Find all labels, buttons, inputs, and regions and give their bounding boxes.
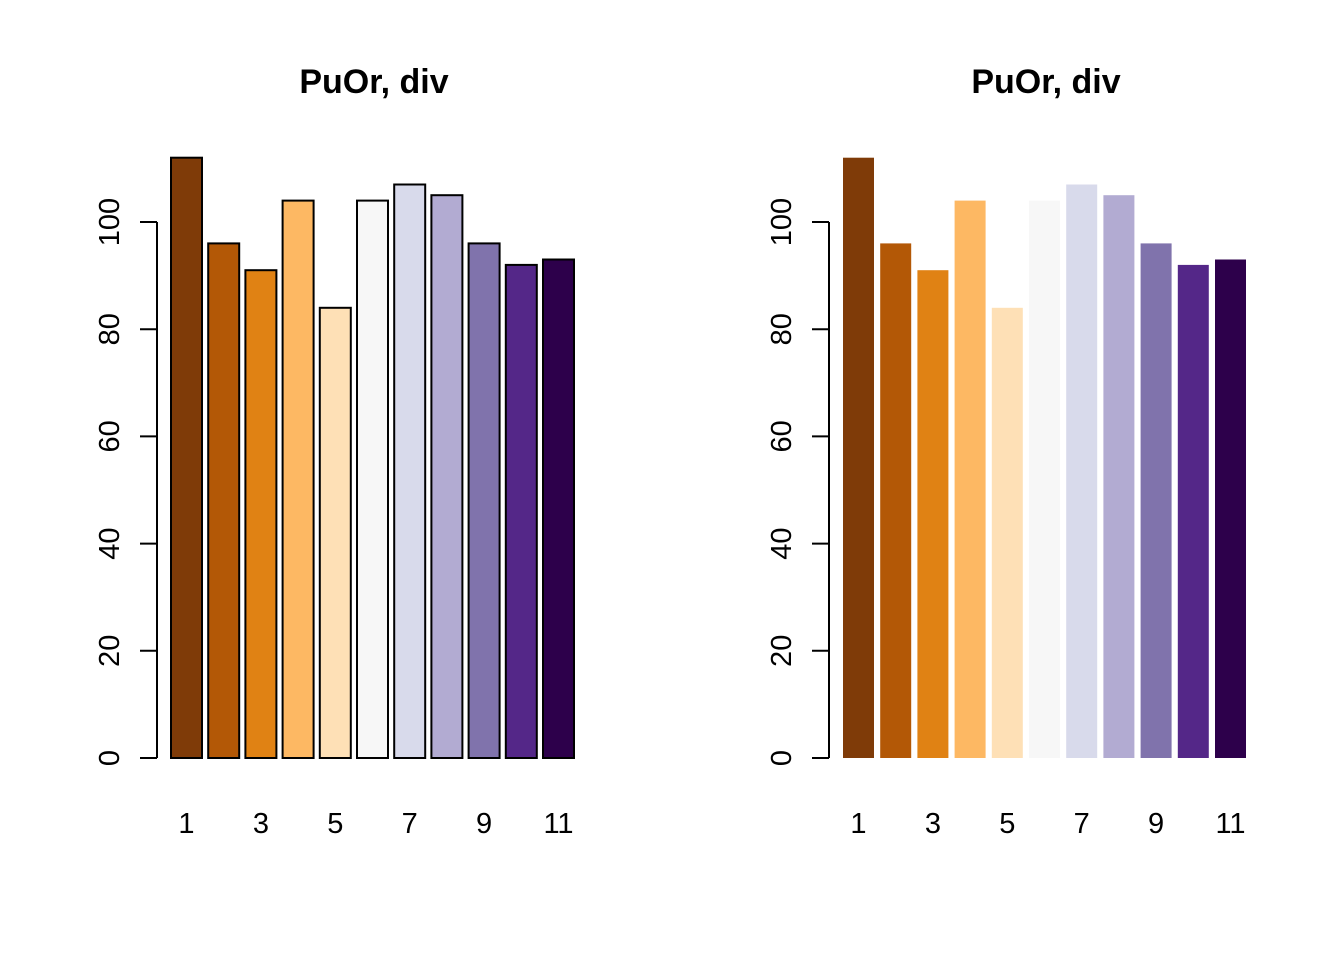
y-axis-right: 0 20 40 60 80 100 bbox=[766, 198, 830, 766]
y-tick-label-right-80: 80 bbox=[766, 313, 798, 345]
bar-left-4 bbox=[281, 199, 315, 760]
x-tick-label-right-9: 9 bbox=[1148, 808, 1164, 840]
chart-title-right: PuOr, div bbox=[971, 63, 1120, 101]
bar-left-5 bbox=[318, 306, 352, 759]
x-tick-labels-left: 1 3 5 7 9 11 bbox=[178, 808, 573, 840]
bar-right-8 bbox=[1103, 195, 1135, 758]
bar-left-11 bbox=[542, 258, 575, 759]
x-tick-label-right-3: 3 bbox=[925, 808, 941, 840]
x-tick-label-left-5: 5 bbox=[327, 808, 343, 840]
bar-left-9 bbox=[467, 242, 501, 759]
bar-left-3 bbox=[244, 269, 278, 759]
bar-right-4 bbox=[954, 200, 986, 759]
x-tick-label-left-3: 3 bbox=[253, 808, 269, 840]
y-tick-label-right-100: 100 bbox=[766, 198, 798, 246]
x-tick-label-right-11: 11 bbox=[1215, 808, 1245, 840]
x-tick-label-right-1: 1 bbox=[850, 808, 866, 840]
bar-right-1 bbox=[843, 157, 874, 758]
bar-left-7 bbox=[393, 183, 427, 759]
bar-left-6 bbox=[356, 199, 389, 760]
x-tick-label-left-11: 11 bbox=[543, 808, 573, 840]
y-tick-label-left-0: 0 bbox=[94, 750, 126, 766]
bar-right-10 bbox=[1177, 264, 1209, 758]
y-tick-label-left-60: 60 bbox=[94, 420, 126, 452]
bar-right-2 bbox=[880, 243, 912, 758]
bar-left-10 bbox=[504, 263, 538, 759]
y-tick-label-left-20: 20 bbox=[94, 635, 126, 667]
y-tick-label-right-60: 60 bbox=[766, 420, 798, 452]
y-axis-left: 0 20 40 60 80 100 bbox=[94, 198, 158, 766]
bar-left-1 bbox=[170, 156, 203, 759]
bar-left-8 bbox=[430, 194, 464, 759]
x-tick-labels-right: 1 3 5 7 9 11 bbox=[850, 808, 1245, 840]
chart-title-left: PuOr, div bbox=[299, 63, 448, 101]
bar-right-5 bbox=[991, 307, 1023, 758]
bar-right-6 bbox=[1029, 200, 1060, 759]
bars-left bbox=[170, 156, 575, 760]
bar-right-3 bbox=[917, 270, 949, 758]
bar-right-11 bbox=[1215, 259, 1246, 758]
chart-panel-right: PuOr, div 0 20 40 60 80 100 1 3 5 7 9 11 bbox=[766, 63, 1246, 840]
y-tick-label-left-80: 80 bbox=[94, 313, 126, 345]
bar-right-7 bbox=[1066, 184, 1098, 758]
bar-right-9 bbox=[1140, 243, 1172, 758]
x-tick-label-right-7: 7 bbox=[1074, 808, 1090, 840]
x-tick-label-left-9: 9 bbox=[476, 808, 492, 840]
chart-panel-left: PuOr, div 0 20 40 60 80 100 1 3 5 7 9 11 bbox=[94, 63, 575, 840]
y-tick-label-left-100: 100 bbox=[94, 198, 126, 246]
y-tick-label-left-40: 40 bbox=[94, 527, 126, 559]
x-tick-label-left-1: 1 bbox=[178, 808, 194, 840]
y-tick-label-right-40: 40 bbox=[766, 527, 798, 559]
x-tick-label-left-7: 7 bbox=[402, 808, 418, 840]
y-tick-label-right-0: 0 bbox=[766, 750, 798, 766]
bars-right bbox=[843, 157, 1246, 759]
bar-left-2 bbox=[207, 242, 241, 759]
x-tick-label-right-5: 5 bbox=[999, 808, 1015, 840]
y-tick-label-right-20: 20 bbox=[766, 635, 798, 667]
